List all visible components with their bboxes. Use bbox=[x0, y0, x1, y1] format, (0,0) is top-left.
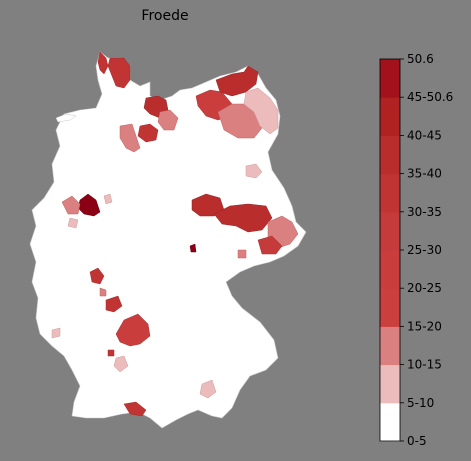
region-bielefeld-small bbox=[103, 193, 113, 205]
germany-outline bbox=[29, 51, 307, 429]
region-giessen bbox=[89, 267, 105, 285]
legend-swatch bbox=[380, 250, 400, 289]
legend-tick-label: 40-45 bbox=[407, 128, 442, 142]
region-holstein bbox=[137, 123, 159, 143]
region-chemnitz bbox=[257, 235, 283, 255]
region-rosenheim bbox=[199, 379, 217, 399]
map-title: Froede bbox=[141, 8, 189, 24]
legend-tick-label: 20-25 bbox=[407, 281, 442, 295]
legend-swatch bbox=[380, 135, 400, 175]
legend-swatch bbox=[380, 97, 400, 136]
region-mecklenburg-lakes bbox=[217, 103, 263, 139]
legend-swatch bbox=[380, 59, 400, 98]
region-uckermark bbox=[243, 87, 279, 135]
region-darmstadt bbox=[105, 295, 123, 313]
region-north-sylt bbox=[97, 51, 109, 75]
legend-swatch bbox=[380, 326, 400, 366]
region-bodensee bbox=[123, 401, 147, 417]
region-frankfurt-small bbox=[99, 287, 107, 297]
region-thuringia-point bbox=[189, 243, 197, 253]
legend-tick-label: 50.6 bbox=[407, 52, 434, 66]
region-ruhr-small bbox=[67, 217, 79, 229]
region-frisian-islands bbox=[55, 113, 77, 123]
legend-tick-label: 35-40 bbox=[407, 167, 442, 181]
region-stade bbox=[119, 123, 141, 153]
legend-swatch bbox=[380, 211, 400, 251]
region-saar-small bbox=[51, 327, 61, 339]
legend-swatch bbox=[380, 173, 400, 213]
region-leipzig bbox=[213, 203, 273, 233]
legend-tick-label: 15-20 bbox=[407, 319, 442, 333]
region-erzgebirge-small bbox=[237, 249, 247, 259]
region-brandenburg-east bbox=[245, 163, 263, 179]
region-borken bbox=[61, 195, 81, 215]
legend-swatch bbox=[380, 288, 400, 327]
region-nordfriesland bbox=[107, 57, 131, 89]
legend-colorbar: 0-5 5-10 10-15 15-20 20-25 25-30 30-35 35-40 40-… bbox=[379, 52, 453, 448]
region-lubeck bbox=[157, 109, 179, 131]
legend-tick-label: 0-5 bbox=[407, 434, 427, 448]
legend-tick-label: 5-10 bbox=[407, 396, 434, 410]
region-heilbronn bbox=[115, 313, 151, 347]
legend-swatch bbox=[380, 402, 400, 442]
legend-swatch bbox=[380, 364, 400, 404]
region-stuttgart-small bbox=[107, 349, 115, 357]
legend-tick-label: 10-15 bbox=[407, 358, 442, 372]
region-tuebingen bbox=[113, 355, 129, 373]
legend-tick-label: 25-30 bbox=[407, 243, 442, 257]
region-vorpommern-north bbox=[215, 65, 259, 97]
legend-tick-label: 30-35 bbox=[407, 205, 442, 219]
legend-tick-label: 45-50.6 bbox=[407, 90, 453, 104]
